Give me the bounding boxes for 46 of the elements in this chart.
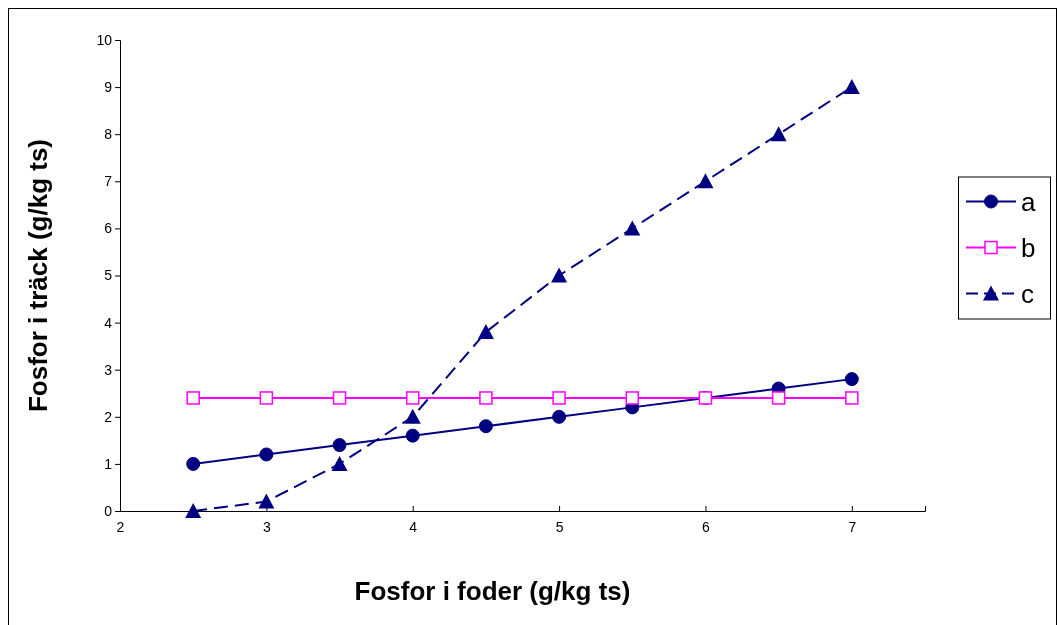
- point: [478, 419, 493, 434]
- y-tick-label: 3: [104, 361, 113, 378]
- legend-label: b: [1021, 232, 1036, 263]
- y-tick-label: 8: [104, 126, 113, 143]
- point: [552, 391, 566, 405]
- y-tick-label: 9: [104, 79, 113, 96]
- y-tick-label: 5: [104, 267, 113, 284]
- point: [551, 267, 568, 283]
- legend-label: c: [1021, 278, 1034, 309]
- point: [185, 503, 202, 518]
- point: [258, 493, 275, 509]
- y-axis-title: Fosfor i träck (g/kg ts): [23, 138, 53, 413]
- point: [479, 391, 493, 405]
- point: [770, 126, 787, 142]
- point: [186, 456, 201, 471]
- point: [259, 391, 274, 405]
- point: [332, 391, 347, 405]
- y-tick-label: 4: [104, 314, 113, 331]
- point: [332, 438, 347, 453]
- point: [405, 428, 420, 443]
- point: [697, 173, 714, 189]
- point: [477, 324, 494, 340]
- y-tick-label: 10: [96, 31, 113, 48]
- point: [404, 408, 421, 424]
- x-tick-label: 7: [848, 519, 857, 536]
- point: [552, 409, 567, 424]
- x-tick-label: 4: [409, 519, 418, 536]
- point: [624, 220, 641, 236]
- y-tick-label: 1: [104, 455, 113, 472]
- x-tick-label: 5: [555, 519, 564, 536]
- point: [844, 372, 859, 387]
- x-tick-label: 6: [702, 519, 711, 536]
- point: [771, 391, 786, 405]
- y-tick-label: 7: [104, 173, 113, 190]
- y-tick-label: 2: [104, 408, 113, 425]
- x-axis-title: Fosfor i foder (g/kg ts): [354, 576, 631, 606]
- y-tick-label: 6: [104, 220, 113, 237]
- point: [843, 79, 860, 95]
- x-tick-label: 3: [262, 519, 271, 536]
- point: [405, 391, 420, 405]
- legend-label: a: [1021, 186, 1036, 217]
- point: [625, 391, 640, 405]
- y-tick-label: 0: [104, 502, 113, 519]
- x-tick-label: 2: [116, 519, 125, 536]
- point: [331, 455, 348, 471]
- point: [259, 447, 274, 462]
